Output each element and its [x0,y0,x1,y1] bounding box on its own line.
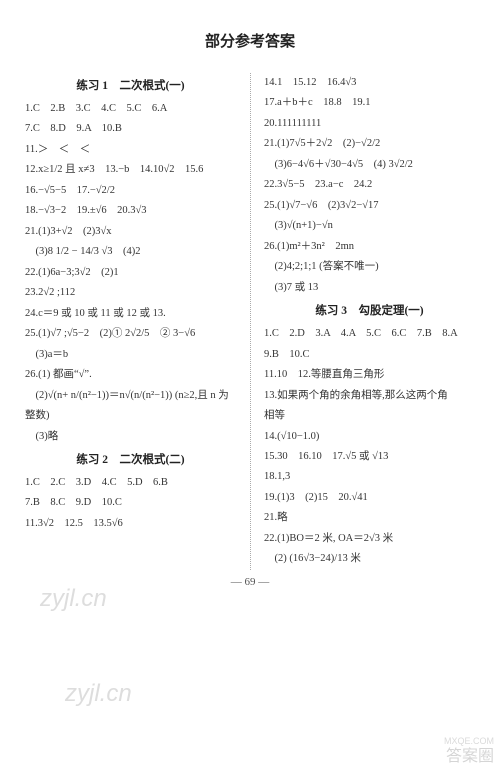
answer-line: (3)7 或 13 [264,278,475,298]
answer-line: 12.x≥1/2 且 x≠3 13.−b 14.10√2 15.6 [25,160,236,180]
answer-line: 1.C 2.B 3.C 4.C 5.C 6.A [25,99,236,119]
answer-line: 26.(1)m²＋3n² 2mn [264,237,475,257]
answer-line: 21.略 [264,508,475,528]
corner-url: MXQE.COM [444,736,494,746]
answer-line: (3)略 [25,427,236,447]
answer-line: 20.111111111 [264,114,475,134]
section-3-head: 练习 3 勾股定理(一) [264,302,475,318]
answer-line: 26.(1) 都画“√”. [25,365,236,385]
watermark-text: zyjl.cn [65,680,132,708]
answer-line: 7.C 8.D 9.A 10.B [25,119,236,139]
answer-line: 1.C 2.D 3.A 4.A 5.C 6.C 7.B 8.A [264,324,475,344]
answer-line: 相等 [264,406,475,426]
answer-line: 22.(1)6a−3;3√2 (2)1 [25,263,236,283]
answer-line: 23.2√2 ;112 [25,283,236,303]
answer-line: 16.−√5−5 17.−√2/2 [25,181,236,201]
section-2-head: 练习 2 二次根式(二) [25,451,236,467]
answer-line: 11.＞ ＜ ＜ [25,140,236,160]
page-number: — 69 — [25,576,475,588]
answer-line: (2)4;2;1;1 (答案不唯一) [264,257,475,277]
answer-line: 1.C 2.C 3.D 4.C 5.D 6.B [25,473,236,493]
right-column: 14.1 15.12 16.4√3 17.a＋b＋c 18.8 19.1 20.… [250,73,475,570]
answer-line: 25.(1)√7−√6 (2)3√2−√17 [264,196,475,216]
answer-line: 13.如果两个角的余角相等,那么这两个角 [264,386,475,406]
answer-line: 11.10 12.等腰直角三角形 [264,365,475,385]
answer-line: 18.−√3−2 19.±√6 20.3√3 [25,201,236,221]
answer-line: 11.3√2 12.5 13.5√6 [25,514,236,534]
page: 部分参考答案 练习 1 二次根式(一) 1.C 2.B 3.C 4.C 5.C … [0,0,500,772]
answer-line: 19.(1)3 (2)15 20.√41 [264,488,475,508]
answer-line: (3)√(n+1)−√n [264,216,475,236]
answer-line: 17.a＋b＋c 18.8 19.1 [264,93,475,113]
watermark-text: zyjl.cn [40,585,107,613]
answer-line: 25.(1)√7 ;√5−2 (2)① 2√2/5 ② 3−√6 [25,324,236,344]
answer-line: 整数) [25,406,236,426]
answer-line: 22.3√5−5 23.a−c 24.2 [264,175,475,195]
answer-line: 22.(1)BO＝2 米, OA＝2√3 米 [264,529,475,549]
answer-line: 21.(1)3+√2 (2)3√x [25,222,236,242]
answer-line: (2)√(n+ n/(n²−1))＝n√(n/(n²−1)) (n≥2,且 n … [25,386,236,406]
column-divider [250,73,251,570]
answer-line: (3)a＝b [25,345,236,365]
answer-line: (3)8 1/2 − 14/3 √3 (4)2 [25,242,236,262]
answer-line: (3)6−4√6＋√30−4√5 (4) 3√2/2 [264,155,475,175]
answer-line: (2) (16√3−24)/13 米 [264,549,475,569]
answer-line: 7.B 8.C 9.D 10.C [25,493,236,513]
answer-line: 15.30 16.10 17.√5 或 √13 [264,447,475,467]
answer-line: 18.1,3 [264,467,475,487]
answer-line: 14.1 15.12 16.4√3 [264,73,475,93]
two-column-layout: 练习 1 二次根式(一) 1.C 2.B 3.C 4.C 5.C 6.A 7.C… [25,73,475,570]
answer-line: 14.(√10−1.0) [264,427,475,447]
left-column: 练习 1 二次根式(一) 1.C 2.B 3.C 4.C 5.C 6.A 7.C… [25,73,250,570]
answer-line: 9.B 10.C [264,345,475,365]
page-title: 部分参考答案 [25,30,475,51]
answer-line: 21.(1)7√5＋2√2 (2)−√2/2 [264,134,475,154]
section-1-head: 练习 1 二次根式(一) [25,77,236,93]
answer-line: 24.c＝9 或 10 或 11 或 12 或 13. [25,304,236,324]
